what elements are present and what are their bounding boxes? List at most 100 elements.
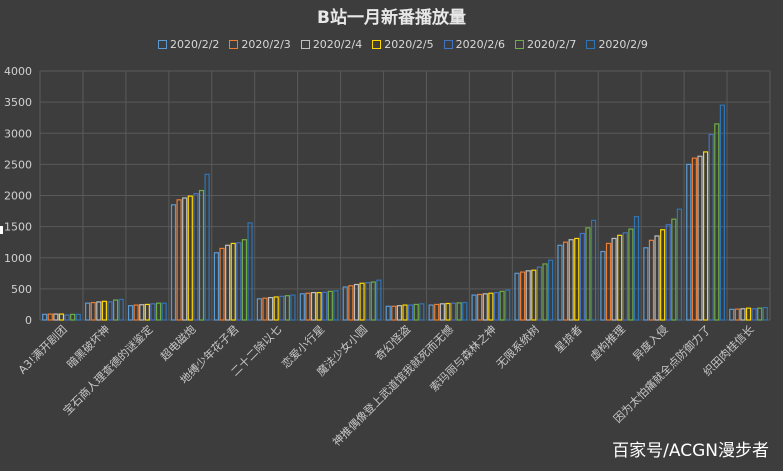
bar [585,227,591,321]
bar [628,228,634,321]
bar [144,303,150,321]
legend-item: 2020/2/4 [300,38,362,51]
bar [391,305,397,321]
legend-swatch-icon [372,40,382,49]
bar [64,314,70,321]
bar [622,232,628,321]
bar [118,298,124,321]
bar [85,302,91,321]
bar [70,313,76,321]
bar [170,204,177,321]
bar [574,237,580,321]
bar [691,157,697,321]
bar [660,229,666,321]
legend-item: 2020/2/3 [229,38,291,51]
y-tick-label: 4000 [4,65,32,78]
bar [310,292,317,321]
legend-label: 2020/2/5 [384,38,434,51]
bar [686,163,692,321]
bar [225,244,231,321]
bar [493,292,500,321]
legend-swatch-icon [300,40,310,49]
bar [150,303,156,321]
legend-swatch-icon [443,40,453,49]
bar [505,289,511,321]
bar [47,313,53,321]
legend-item: 2020/2/5 [372,38,434,51]
bar [370,281,376,321]
bar [439,303,445,321]
legend-label: 2020/2/3 [241,38,291,51]
watermark: 百家号/ACGN漫步者 [612,441,769,461]
bar [155,302,162,321]
bar [213,252,220,321]
bar [600,250,606,321]
bar [548,259,554,321]
bar [568,239,574,321]
bar [762,306,768,321]
bar [273,296,279,321]
bar [193,193,199,321]
bar [734,308,740,321]
x-tick-label: 无限系统树 [493,322,542,371]
bar [305,292,311,321]
x-tick-label: 异度入侵 [630,322,671,363]
bar [434,303,440,321]
bar [101,300,108,321]
bar [488,292,494,321]
bar [353,283,360,321]
bar [256,298,262,321]
bar [182,197,188,321]
bar [605,242,612,321]
legend-item: 2020/2/2 [158,38,219,51]
bar [133,304,139,321]
legend-item: 2020/2/6 [443,38,505,51]
bar [219,247,225,321]
bar [579,232,585,321]
bar [611,237,617,321]
legend-item: 2020/2/7 [515,38,576,51]
bar [267,296,274,321]
bar [531,269,537,321]
legend-swatch-icon [586,40,596,49]
x-tick-label: 星掠者 [552,322,585,355]
bar [236,242,242,321]
bar [751,308,757,321]
x-tick-label: 超电磁炮 [157,322,198,363]
chart-legend: 2020/2/2 2020/2/3 2020/2/4 2020/2/5 2020/2/6… [158,38,658,51]
bar [654,235,660,321]
bar [740,308,746,321]
bar [745,307,752,321]
bar [525,270,531,321]
bar [290,294,296,321]
bar [161,302,167,321]
bar [90,301,96,321]
bar [714,123,720,321]
y-tick-label: 2500 [4,158,32,171]
bar [230,242,236,321]
legend-label: 2020/2/2 [170,38,220,51]
bar [456,302,462,321]
bar [53,313,59,321]
bar [396,305,402,321]
bar [127,305,134,321]
bar [542,263,548,321]
bar [402,304,408,321]
left-marker [0,226,3,234]
bar [419,303,425,321]
x-tick-label: 奇幻怪盗 [372,322,413,363]
bar [450,302,457,321]
bar [359,282,365,321]
y-tick-label: 2000 [4,190,32,203]
bar [514,272,520,321]
bar [327,290,333,321]
bar [648,239,655,321]
bar [96,301,102,321]
bar [262,297,268,321]
bar [757,307,763,321]
bar [562,241,569,321]
bar [617,234,623,321]
legend-item: 2020/2/9 [586,38,648,51]
bar [428,304,434,321]
